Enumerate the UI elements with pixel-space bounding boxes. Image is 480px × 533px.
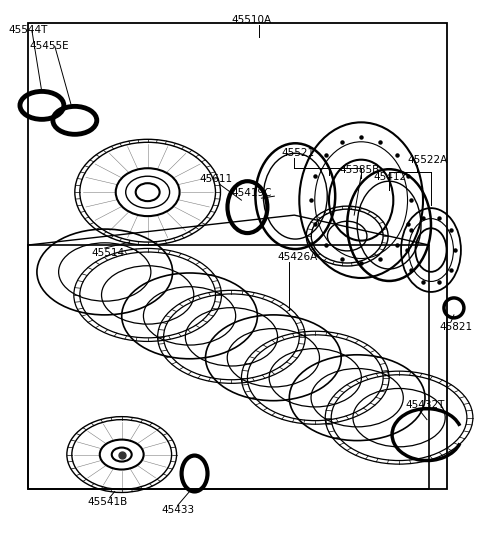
Text: 45611: 45611 [200,174,233,184]
Text: 45432T: 45432T [405,400,444,410]
Text: 45426A: 45426A [277,252,318,262]
Text: 45419C: 45419C [231,188,272,198]
Text: 45522A: 45522A [407,155,447,165]
Text: 45514: 45514 [92,248,125,258]
Text: 45521: 45521 [281,148,314,158]
Text: 45541B: 45541B [88,497,128,507]
Text: 45412: 45412 [373,172,406,182]
Text: 45544T: 45544T [8,25,48,35]
Bar [28,22,447,489]
Text: 45385B: 45385B [339,165,380,175]
Text: 45433: 45433 [162,505,195,515]
Text: 45510A: 45510A [231,14,272,25]
Text: 45821: 45821 [439,322,472,332]
Text: 45455E: 45455E [30,41,70,51]
